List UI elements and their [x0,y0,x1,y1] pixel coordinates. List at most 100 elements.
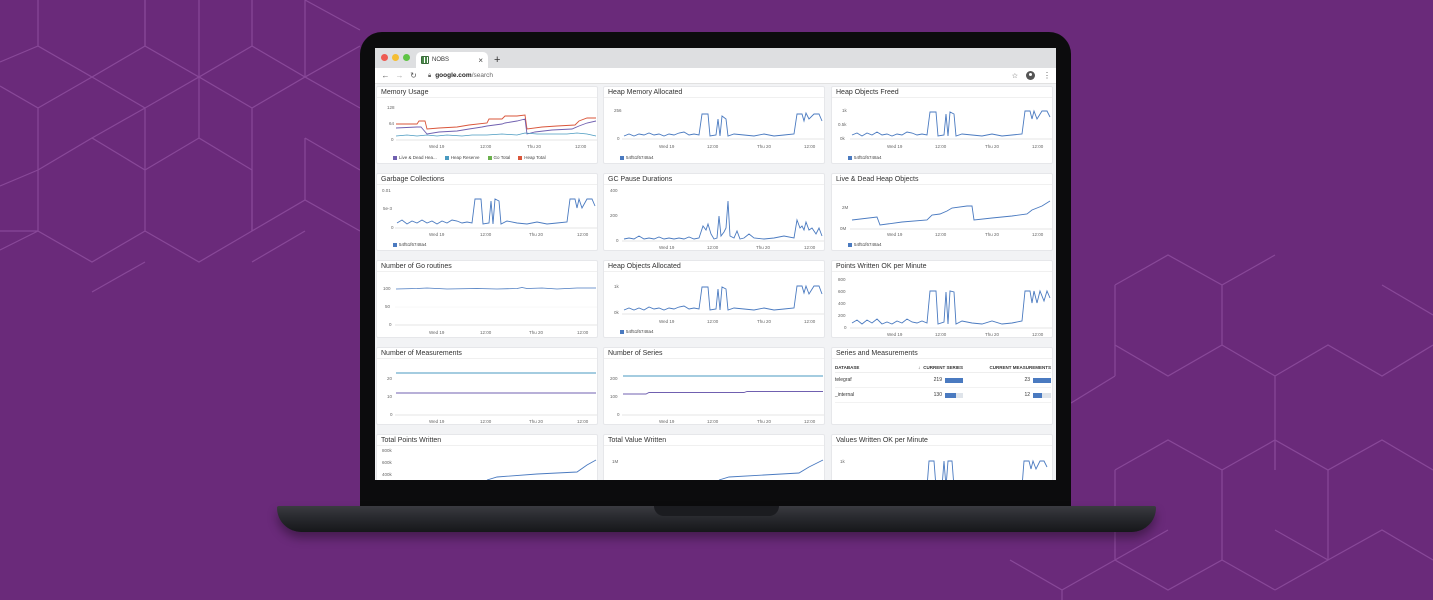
panel-points-written-ok[interactable]: Points Written OK per Minute 800 600 400 20… [831,260,1053,338]
svg-text:50: 50 [385,304,391,309]
svg-text:Wed 19: Wed 19 [659,419,675,424]
svg-text:200: 200 [610,376,618,381]
browser-menu-icon[interactable]: ⋮ [1043,71,1051,80]
values-written-ok-chart: 1k [840,459,1048,480]
series-measurements-table: DATABASE ↓ CURRENT SERIES CURRENT MEASURE… [835,363,1051,403]
svg-text:0k: 0k [614,310,620,315]
panel-garbage-collections[interactable]: Garbage Collections 0.01 5e-3 0 Wed 19 12:0… [376,173,598,251]
browser-tab-bar: NOBS × + [375,48,1056,68]
svg-text:Wed 19: Wed 19 [659,319,675,324]
svg-text:12:00: 12:00 [480,330,492,335]
svg-text:12:00: 12:00 [935,332,947,337]
svg-text:12:00: 12:00 [804,319,816,324]
panel-title: Series and Measurements [832,348,1052,359]
profile-avatar-icon[interactable] [1026,71,1035,80]
panel-series-and-measurements[interactable]: Series and Measurements DATABASE ↓ CURREN… [831,347,1053,425]
svg-text:Thu 20: Thu 20 [529,232,544,237]
panel-heap-objects-allocated[interactable]: Heap Objects Allocated 1k 0k Wed 19 12:00 T… [603,260,825,338]
legend-item[interactable]: 54f51f6748a4 [620,155,654,160]
gc-pause-durations-chart: 400 200 0 Wed 19 12:00 Thu 20 12:00 [610,188,824,250]
sort-descending-icon: ↓ [917,365,921,370]
panel-heap-memory-allocated[interactable]: Heap Memory Allocated 256 0 Wed 19 12:00 Th… [603,86,825,164]
svg-text:200: 200 [838,313,846,318]
heap-objects-freed-chart: 1k 0.5k 0k Wed 19 12:00 Thu 20 12:00 [838,108,1052,149]
svg-text:600: 600 [838,289,846,294]
column-header-current-measurements[interactable]: CURRENT MEASUREMENTS [989,365,1051,370]
column-header-database[interactable]: DATABASE [835,365,860,370]
panel-values-written-ok[interactable]: Values Written OK per Minute 1k [831,434,1053,480]
forward-arrow-icon[interactable]: → [395,71,404,80]
close-window-button[interactable] [381,54,388,61]
svg-text:128: 128 [387,105,395,110]
svg-text:12:00: 12:00 [935,232,947,237]
svg-text:12:00: 12:00 [577,232,589,237]
url-field[interactable]: 🔒︎ google.com/search [428,72,493,80]
panel-title: Heap Objects Freed [832,87,1052,98]
new-tab-button[interactable]: + [494,54,501,66]
legend-item[interactable]: 54f51f6748a4 [620,329,654,334]
series-count: 130 [933,392,942,398]
svg-text:Thu 20: Thu 20 [527,144,542,149]
column-header-current-series[interactable]: ↓ CURRENT SERIES [917,365,963,370]
panel-number-of-series[interactable]: Number of Series 200 100 0 Wed 19 12:00 Thu … [603,347,825,425]
number-of-measurements-chart: 20 10 0 Wed 19 12:00 Thu 20 12:00 [387,372,597,424]
number-of-series-chart: 200 100 0 Wed 19 12:00 Thu 20 12:00 [610,375,824,424]
bookmark-star-icon[interactable]: ☆ [1011,72,1018,80]
reload-icon[interactable]: ↻ [410,71,417,80]
svg-text:0: 0 [617,136,620,141]
chart-legend: 54f51f6748a4 [848,242,882,247]
svg-text:Thu 20: Thu 20 [985,232,1000,237]
legend-item[interactable]: 54f51f6748a4 [848,242,882,247]
legend-item[interactable]: Heap Reserve [444,155,480,160]
panel-total-value-written[interactable]: Total Value Written 1M [603,434,825,480]
panel-heap-objects-freed[interactable]: Heap Objects Freed 1k 0.5k 0k Wed 19 12:00 T… [831,86,1053,164]
table-row: telegraf 219 23 [835,373,1051,388]
maximize-window-button[interactable] [403,54,410,61]
panel-total-points-written[interactable]: Total Points Written 800k 600k 400k [376,434,598,480]
svg-text:12:00: 12:00 [707,419,719,424]
panel-number-of-go-routines[interactable]: Number of Go routines 100 50 0 Wed 19 12:00… [376,260,598,338]
url-domain: google.com [435,71,472,79]
database-cell: telegraf [835,377,852,383]
close-tab-icon[interactable]: × [478,55,483,65]
svg-text:Thu 20: Thu 20 [529,419,544,424]
legend-item[interactable]: Go Total [487,155,510,160]
svg-text:12:00: 12:00 [804,245,816,250]
svg-text:1k: 1k [842,108,848,113]
heap-memory-allocated-chart: 256 0 Wed 19 12:00 Thu 20 12:00 [614,108,824,149]
legend-item[interactable]: Live & Dead Hea... [393,155,437,160]
browser-tab-active[interactable]: NOBS × [416,52,488,68]
svg-text:12:00: 12:00 [804,419,816,424]
table-header: DATABASE ↓ CURRENT SERIES CURRENT MEASURE… [835,363,1051,373]
svg-text:5e-3: 5e-3 [383,206,393,211]
svg-text:400k: 400k [382,472,393,477]
panel-live-dead-heap-objects[interactable]: Live & Dead Heap Objects 2M 0M Wed 19 12:0… [831,173,1053,251]
panel-gc-pause-durations[interactable]: GC Pause Durations 400 200 0 Wed 19 12:00 Th… [603,173,825,251]
svg-text:12:00: 12:00 [1032,232,1044,237]
svg-text:0: 0 [616,238,619,243]
window-controls [375,54,416,68]
svg-text:800: 800 [838,277,846,282]
panel-title: Number of Series [604,348,824,359]
legend-item[interactable]: Heap Total [518,155,546,160]
svg-text:0M: 0M [840,226,847,231]
address-bar-row: ← → ↻ 🔒︎ google.com/search ☆ ⋮ [375,68,1056,84]
browser-window: NOBS × + ← → ↻ 🔒︎ google.com/search ☆ ⋮ M… [375,48,1056,480]
svg-text:12:00: 12:00 [707,144,719,149]
legend-item[interactable]: 54f51f6748a4 [393,242,427,247]
panel-memory-usage[interactable]: Memory Usage 128 64 0 Wed 19 12:00 Thu 20 1… [376,86,598,164]
measurement-count: 12 [1024,392,1030,398]
svg-text:Wed 19: Wed 19 [659,245,675,250]
svg-text:20: 20 [387,376,393,381]
chart-legend: 54f51f6748a4 [620,329,654,334]
panel-number-of-measurements[interactable]: Number of Measurements 20 10 0 Wed 19 12:00… [376,347,598,425]
minimize-window-button[interactable] [392,54,399,61]
svg-text:Thu 20: Thu 20 [757,419,772,424]
dashboard-grid: Memory Usage 128 64 0 Wed 19 12:00 Thu 20 1… [375,86,1056,480]
svg-text:Thu 20: Thu 20 [757,319,772,324]
measurement-bar [1033,377,1051,383]
legend-item[interactable]: 54f51f6748a4 [848,155,882,160]
svg-text:12:00: 12:00 [480,419,492,424]
back-arrow-icon[interactable]: ← [381,71,390,80]
